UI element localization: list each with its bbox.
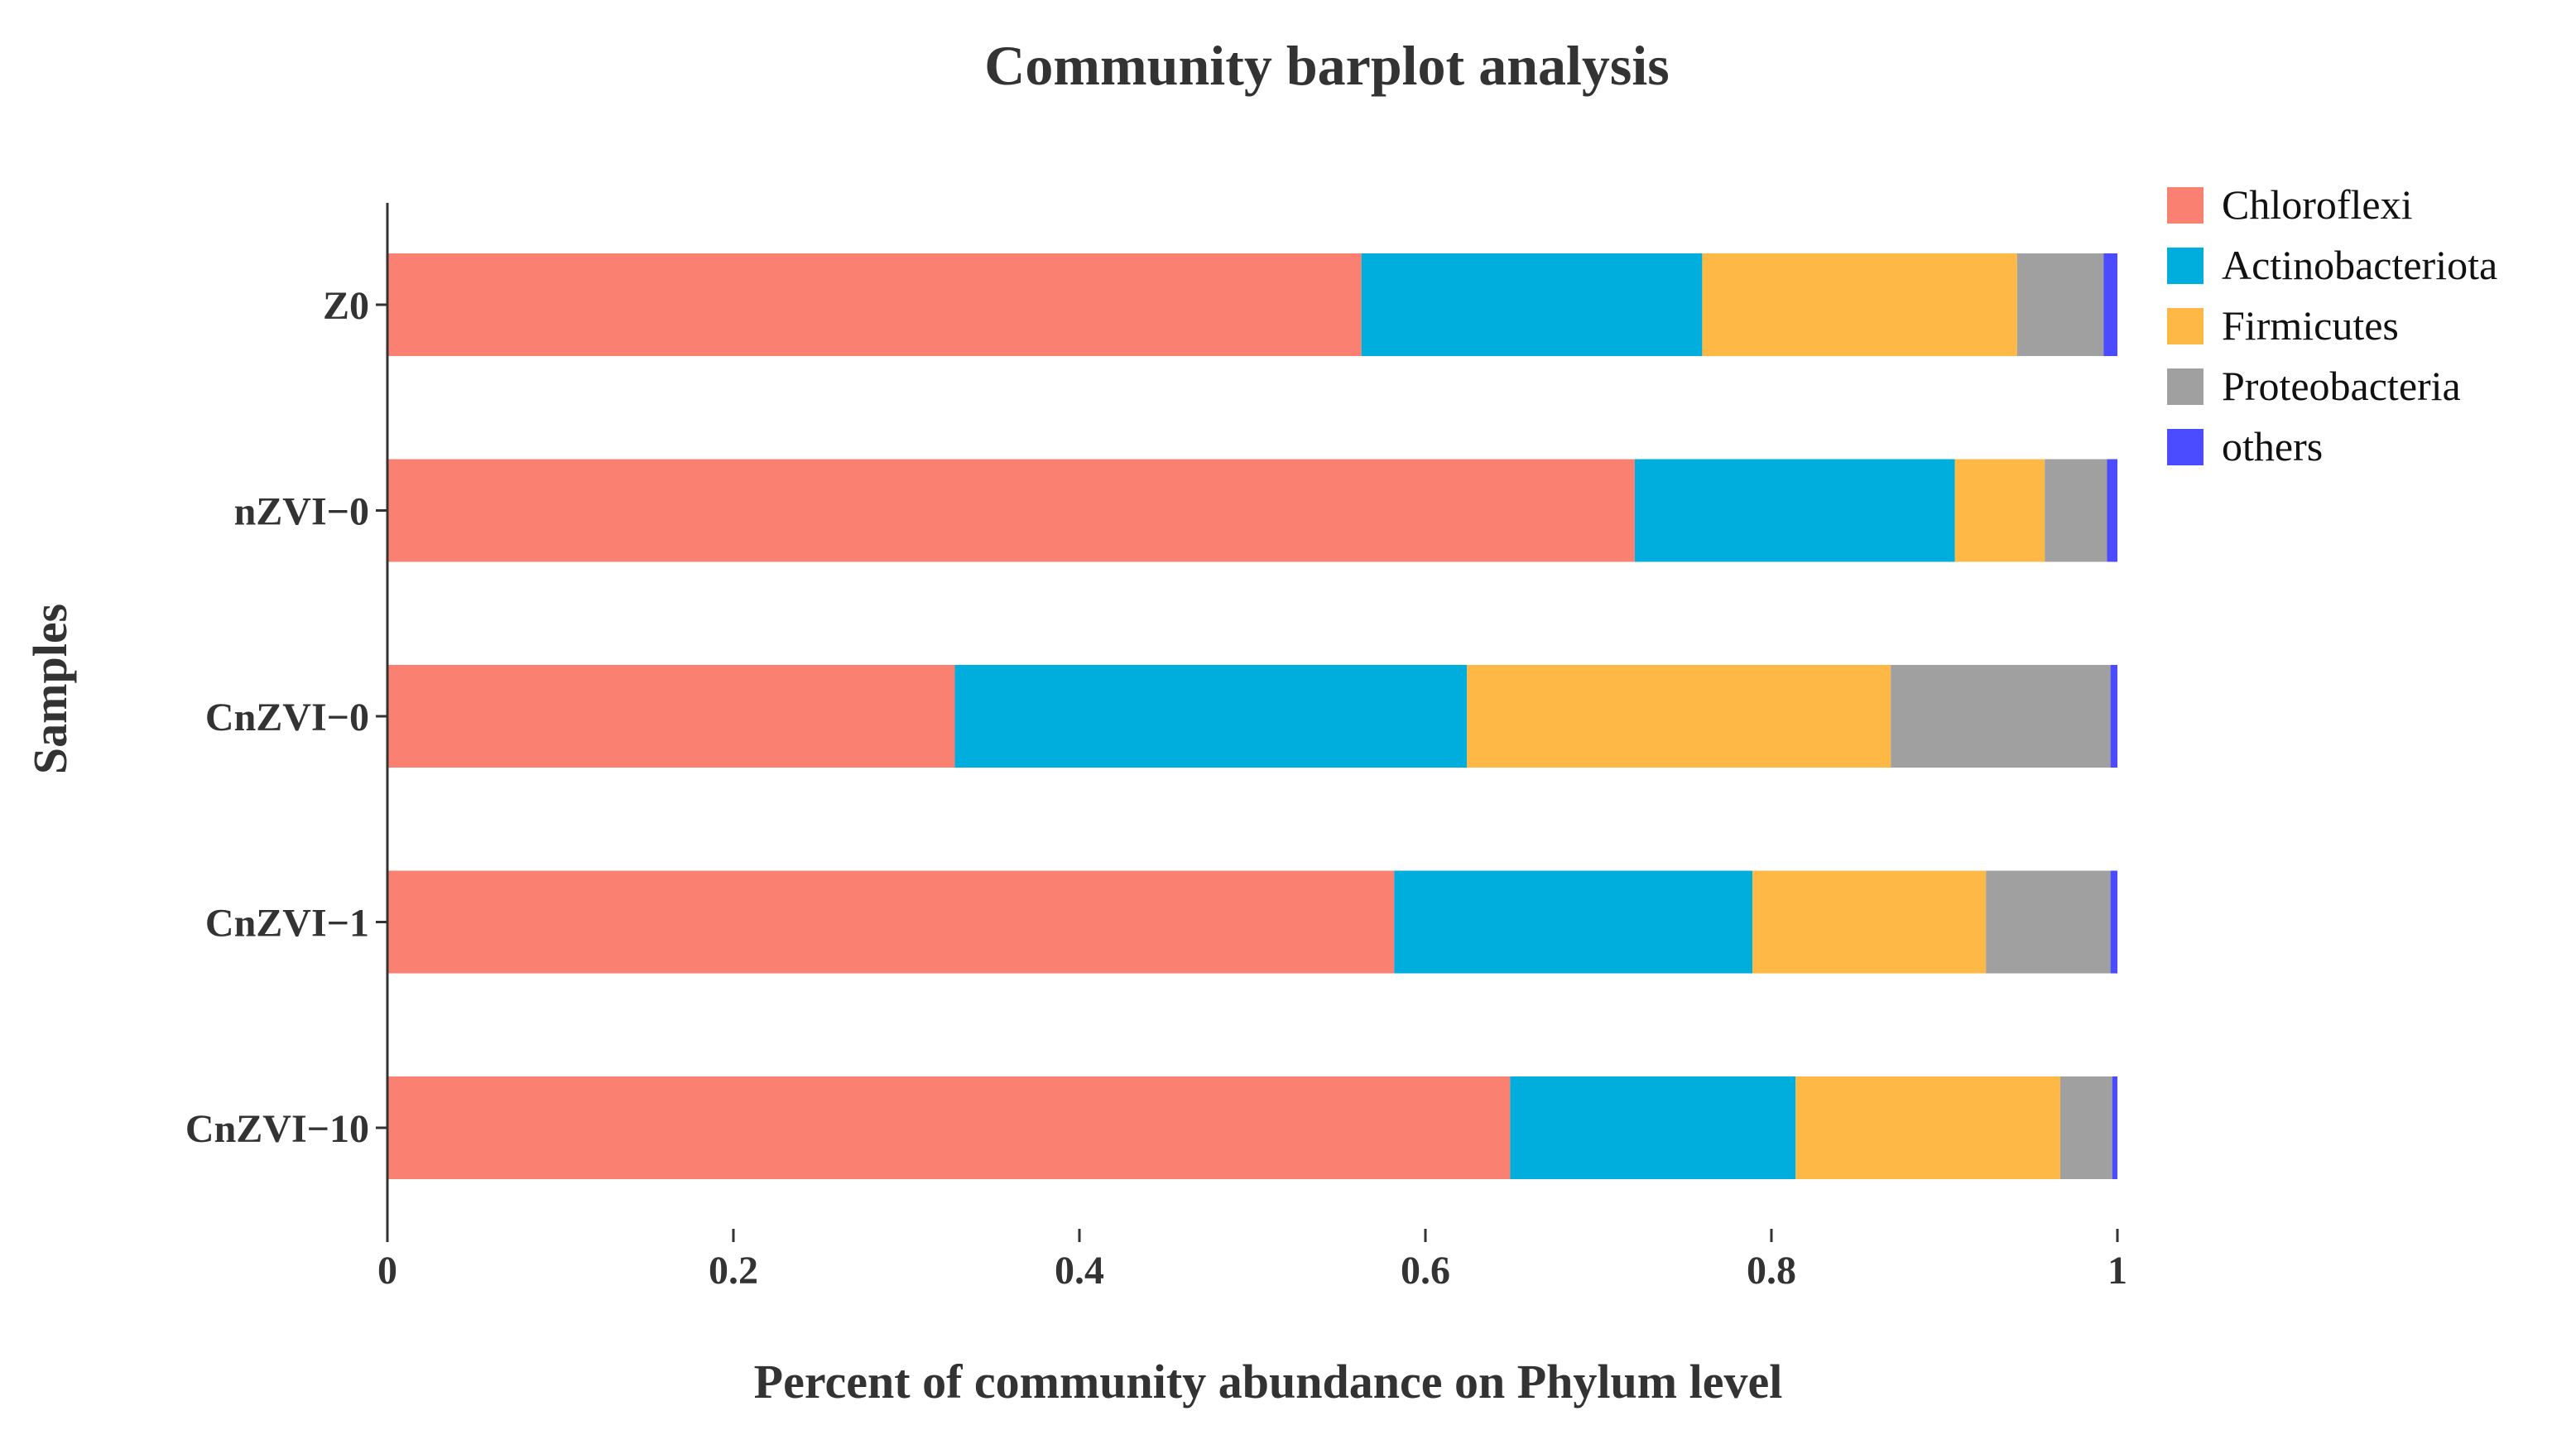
bar-stacks bbox=[387, 253, 2117, 1179]
bar-segment-chloroflexi-4 bbox=[387, 870, 1395, 974]
bar-segment-actinobacteriota-1 bbox=[1361, 253, 1703, 356]
bar-segment-actinobacteriota-5 bbox=[1510, 1076, 1796, 1179]
legend-label-others: others bbox=[2222, 423, 2323, 470]
x-tick-label: 0.4 bbox=[1055, 1249, 1104, 1293]
bar-segment-proteobacteria-4 bbox=[1986, 870, 2111, 974]
legend-swatch-actinobacteriota bbox=[2167, 248, 2204, 284]
bar-segment-proteobacteria-3 bbox=[1891, 665, 2111, 768]
x-tick-label: 0.2 bbox=[709, 1249, 758, 1293]
bar-segment-proteobacteria-1 bbox=[2016, 253, 2104, 356]
bar-segment-actinobacteriota-4 bbox=[1394, 870, 1753, 974]
legend-label-proteobacteria: Proteobacteria bbox=[2222, 363, 2461, 409]
legend-swatch-firmicutes bbox=[2167, 308, 2204, 344]
x-axis-label: Percent of community abundance on Phylum… bbox=[754, 1355, 1783, 1409]
bar-segment-others-4 bbox=[2110, 870, 2117, 974]
bar-segment-proteobacteria-5 bbox=[2060, 1076, 2112, 1179]
bar-segment-chloroflexi-2 bbox=[387, 459, 1635, 562]
bar-segment-others-2 bbox=[2107, 459, 2117, 562]
bar-segment-proteobacteria-2 bbox=[2045, 459, 2107, 562]
x-tick-label: 0.8 bbox=[1747, 1249, 1796, 1293]
legend-label-chloroflexi: Chloroflexi bbox=[2222, 181, 2413, 228]
bar-segment-others-3 bbox=[2110, 665, 2117, 768]
bar-segment-firmicutes-5 bbox=[1795, 1076, 2061, 1179]
legend-swatch-others bbox=[2167, 429, 2204, 465]
y-tick-label: nZVI−0 bbox=[234, 490, 369, 534]
legend-label-firmicutes: Firmicutes bbox=[2222, 302, 2399, 349]
bar-segment-chloroflexi-5 bbox=[387, 1076, 1511, 1179]
bar-segment-firmicutes-2 bbox=[1954, 459, 2045, 562]
axes: Z0 nZVI−0 CnZVI−0 CnZVI−1 CnZVI−10 0 0.2 0.4 0.6… bbox=[185, 203, 2127, 1293]
bar-segment-chloroflexi-3 bbox=[387, 665, 955, 768]
bar-segment-actinobacteriota-2 bbox=[1634, 459, 1955, 562]
y-tick-label: CnZVI−1 bbox=[205, 902, 369, 946]
legend: Chloroflexi Actinobacteriota Firmicutes Pro… bbox=[2167, 181, 2497, 470]
bar-segment-others-1 bbox=[2103, 253, 2117, 356]
bar-segment-chloroflexi-1 bbox=[387, 253, 1362, 356]
x-tick-label: 0.6 bbox=[1401, 1249, 1450, 1293]
chart-title: Community barplot analysis bbox=[984, 34, 1669, 97]
bar-segment-firmicutes-3 bbox=[1467, 665, 1891, 768]
bar-segment-firmicutes-1 bbox=[1702, 253, 2017, 356]
legend-swatch-chloroflexi bbox=[2167, 187, 2204, 224]
legend-label-actinobacteriota: Actinobacteriota bbox=[2222, 242, 2497, 288]
x-tick-label: 0 bbox=[377, 1249, 397, 1293]
bar-segment-firmicutes-4 bbox=[1752, 870, 1987, 974]
y-axis-label: Samples bbox=[23, 604, 77, 774]
y-tick-label: Z0 bbox=[323, 284, 369, 328]
bar-segment-actinobacteriota-3 bbox=[954, 665, 1468, 768]
y-tick-label: CnZVI−0 bbox=[205, 696, 369, 739]
bar-segment-others-5 bbox=[2112, 1076, 2117, 1179]
legend-swatch-proteobacteria bbox=[2167, 368, 2204, 405]
x-tick-label: 1 bbox=[2107, 1249, 2127, 1293]
y-tick-label: CnZVI−10 bbox=[185, 1107, 369, 1151]
